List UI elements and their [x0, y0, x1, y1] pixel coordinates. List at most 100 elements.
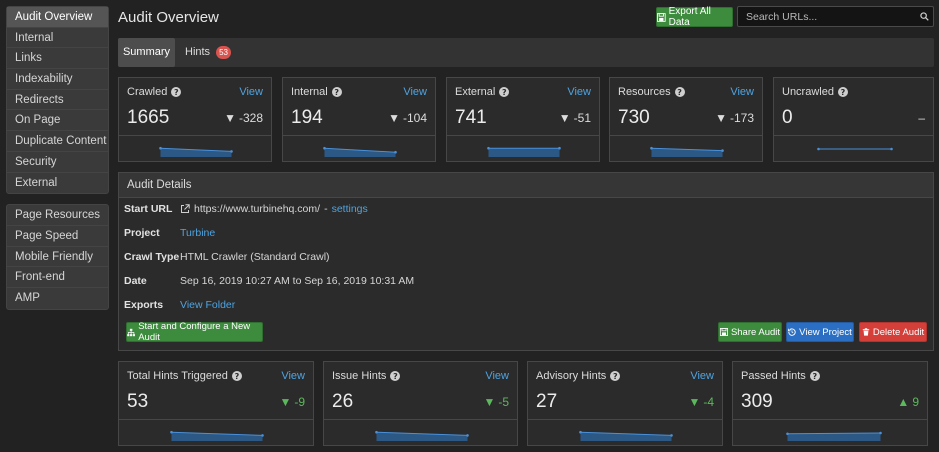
search-icon[interactable] — [915, 12, 933, 21]
sidebar-item-internal[interactable]: Internal — [7, 28, 108, 49]
stat-label: Resources — [618, 86, 671, 98]
sidebar-item-page-speed[interactable]: Page Speed — [7, 226, 108, 247]
sparkline-point — [786, 432, 789, 436]
stat-delta: ▼ -328 — [224, 111, 263, 125]
sidebar: Audit Overview Internal Links Indexabili… — [6, 6, 109, 320]
tab-summary[interactable]: Summary — [118, 38, 175, 67]
external-link-icon[interactable] — [180, 204, 190, 214]
date-value: Sep 16, 2019 10:27 AM to Sep 16, 2019 10… — [180, 275, 415, 287]
sparkline-area — [787, 433, 881, 441]
help-icon[interactable]: ? — [390, 371, 401, 381]
sparkline-point — [375, 430, 378, 434]
view-link[interactable]: View — [403, 86, 427, 98]
hint-delta: ▼ -4 — [688, 395, 714, 409]
view-link[interactable]: View — [567, 86, 591, 98]
sparkline — [487, 146, 561, 157]
help-icon[interactable]: ? — [499, 87, 510, 97]
export-all-data-button[interactable]: Export All Data — [656, 6, 733, 28]
tab-bar: Summary Hints 53 — [118, 38, 934, 67]
search-box — [737, 6, 934, 27]
start-new-audit-button[interactable]: Start and Configure a New Audit — [126, 321, 263, 343]
stat-value: 730 — [618, 107, 650, 128]
sidebar-item-security[interactable]: Security — [7, 152, 108, 173]
stat-label: Internal — [291, 86, 328, 98]
card-divider — [733, 419, 927, 420]
delta-value: – — [918, 111, 925, 125]
help-icon[interactable]: ? — [171, 87, 182, 97]
help-icon[interactable]: ? — [331, 87, 342, 97]
sidebar-item-on-page[interactable]: On Page — [7, 110, 108, 132]
sparkline-area — [160, 148, 232, 157]
down-arrow-icon: ▼ — [558, 111, 571, 125]
card-divider — [324, 419, 517, 420]
sidebar-item-mobile-friendly[interactable]: Mobile Friendly — [7, 247, 108, 268]
view-link[interactable]: View — [730, 86, 754, 98]
help-icon[interactable]: ? — [837, 87, 848, 97]
tab-hints[interactable]: Hints 53 — [185, 38, 232, 67]
card-divider — [528, 419, 722, 420]
delta-value: 9 — [912, 395, 919, 409]
help-icon[interactable]: ? — [809, 371, 820, 381]
sparkline-point — [466, 434, 469, 437]
down-arrow-icon: ▼ — [224, 111, 236, 125]
stat-card-uncrawled: Uncrawled? 0 – — [773, 77, 934, 162]
hint-card-total: Total Hints Triggered? View 53 ▼ -9 — [118, 361, 314, 446]
start-url-value: https://www.turbinehq.com/ — [194, 203, 321, 215]
sparkline-point — [817, 147, 820, 151]
settings-link[interactable]: settings — [331, 203, 368, 215]
project-link[interactable]: Turbine — [180, 227, 216, 239]
search-input[interactable] — [738, 10, 915, 23]
view-folder-link[interactable]: View Folder — [180, 299, 236, 311]
sidebar-item-page-resources[interactable]: Page Resources — [7, 205, 108, 226]
hint-card-passed: Passed Hints? 309 ▲ 9 — [732, 361, 928, 446]
delta-value: -173 — [729, 111, 754, 125]
view-project-button[interactable]: View Project — [786, 322, 854, 342]
sidebar-item-redirects[interactable]: Redirects — [7, 90, 108, 111]
view-link[interactable]: View — [281, 370, 305, 382]
view-link[interactable]: View — [239, 86, 263, 98]
stat-label: External — [455, 86, 496, 98]
down-arrow-icon: ▼ — [715, 111, 727, 125]
start-new-audit-label: Start and Configure a New Audit — [138, 321, 251, 343]
card-divider — [119, 135, 271, 136]
sidebar-item-amp[interactable]: AMP — [15, 291, 40, 304]
sparkline-line — [171, 431, 263, 436]
sidebar-item-duplicate-content[interactable]: Duplicate Content — [7, 131, 108, 152]
help-icon[interactable]: ? — [610, 371, 621, 381]
hint-card-advisory: Advisory Hints? View 27 ▼ -4 — [527, 361, 723, 446]
sidebar-item-audit-overview[interactable]: Audit Overview — [7, 7, 108, 28]
sparkline-point — [558, 146, 561, 150]
sidebar-item-external[interactable]: External — [15, 176, 58, 189]
view-link[interactable]: View — [485, 370, 509, 382]
help-icon[interactable]: ? — [674, 87, 685, 97]
sidebar-item-front-end[interactable]: Front-end — [7, 267, 108, 288]
view-link[interactable]: View — [690, 370, 714, 382]
delta-value: -5 — [498, 395, 509, 409]
delta-value: -51 — [573, 111, 591, 125]
hint-label: Issue Hints — [332, 370, 387, 382]
stat-label: Crawled — [127, 86, 168, 98]
tab-hints-label: Hints — [185, 46, 211, 58]
page-title: Audit Overview — [118, 9, 219, 26]
sidebar-item-indexability[interactable]: Indexability — [7, 69, 108, 90]
stat-value: 194 — [291, 107, 323, 128]
help-icon[interactable]: ? — [231, 371, 242, 381]
hint-value: 27 — [536, 391, 558, 412]
delta-value: -4 — [703, 395, 714, 409]
sidebar-item-links[interactable]: Links — [7, 48, 108, 70]
up-arrow-icon: ▲ — [897, 395, 910, 409]
delta-value: -9 — [294, 395, 305, 409]
view-project-label: View Project — [799, 326, 852, 338]
hint-label: Passed Hints — [741, 370, 806, 382]
sidebar-group-performance: Page Resources Page Speed Mobile Friendl… — [6, 204, 109, 310]
share-audit-button[interactable]: Share Audit — [718, 322, 782, 342]
sparkline-line — [787, 432, 881, 435]
audit-details-heading: Audit Details — [119, 173, 933, 198]
sparkline-point — [261, 434, 264, 437]
hint-delta: ▲ 9 — [897, 395, 919, 409]
delete-audit-button[interactable]: Delete Audit — [859, 322, 927, 342]
sparkline — [650, 146, 724, 157]
stat-card-crawled: Crawled? View 1665 ▼ -328 — [118, 77, 272, 162]
down-arrow-icon: ▼ — [388, 111, 400, 125]
sparkline-point — [487, 146, 490, 150]
